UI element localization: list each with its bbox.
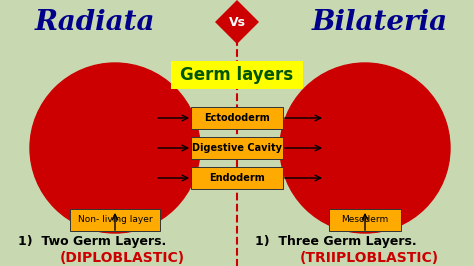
Circle shape (310, 93, 420, 203)
Text: 1)  Three Germ Layers.: 1) Three Germ Layers. (255, 235, 417, 248)
Text: Vs: Vs (228, 15, 246, 28)
FancyBboxPatch shape (171, 61, 303, 89)
Circle shape (330, 113, 400, 183)
Text: 1)  Two Germ Layers.: 1) Two Germ Layers. (18, 235, 166, 248)
FancyBboxPatch shape (191, 107, 283, 129)
Circle shape (77, 110, 153, 186)
FancyBboxPatch shape (70, 209, 160, 231)
Text: Germ layers: Germ layers (181, 66, 293, 84)
Text: Bilateria: Bilateria (312, 9, 448, 35)
FancyBboxPatch shape (191, 137, 283, 159)
Circle shape (280, 63, 450, 233)
Text: Endoderm: Endoderm (209, 173, 265, 183)
Text: (TRIIPLOBLASTIC): (TRIIPLOBLASTIC) (300, 251, 439, 265)
FancyBboxPatch shape (329, 209, 401, 231)
Text: Ectododerm: Ectododerm (204, 113, 270, 123)
Circle shape (295, 78, 435, 218)
Text: Non- living layer: Non- living layer (78, 215, 152, 225)
FancyBboxPatch shape (191, 167, 283, 189)
Circle shape (50, 83, 180, 213)
Circle shape (30, 63, 200, 233)
Text: (DIPLOBLASTIC): (DIPLOBLASTIC) (60, 251, 185, 265)
Text: Mesoderm: Mesoderm (341, 215, 389, 225)
Text: Digestive Cavity: Digestive Cavity (192, 143, 282, 153)
Text: Radiata: Radiata (35, 9, 155, 35)
Polygon shape (215, 0, 259, 44)
